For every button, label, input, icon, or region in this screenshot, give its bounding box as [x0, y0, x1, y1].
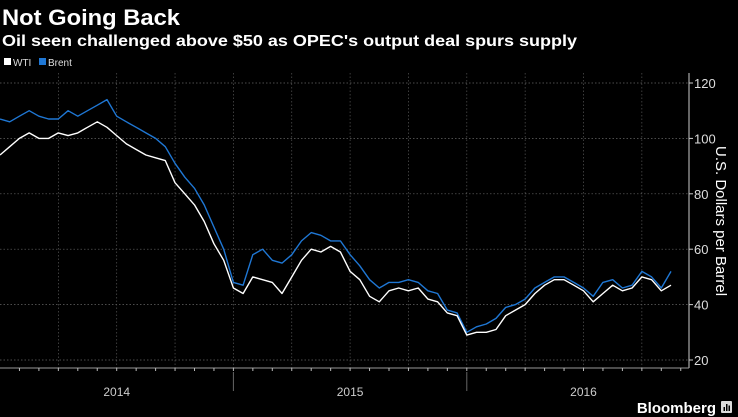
x-year-label: 2015: [337, 385, 364, 399]
series-lines: [0, 98, 672, 336]
axes: 20 40 60 80 100 120 2014 2015 2016: [0, 73, 716, 399]
chart-title: Not Going Back: [2, 5, 181, 30]
bloomberg-terminal-icon: [721, 401, 732, 413]
y-tick-label: 80: [694, 187, 708, 202]
x-year-label: 2014: [103, 385, 130, 399]
chart-subtitle: Oil seen challenged above $50 as OPEC's …: [2, 33, 577, 50]
y-tick-label: 40: [694, 298, 708, 313]
x-year-label: 2016: [570, 385, 597, 399]
y-tick-label: 20: [694, 353, 708, 368]
legend-label-wti: WTI: [13, 58, 31, 69]
y-tick-label: 60: [694, 242, 708, 257]
bloomberg-logo-text: Bloomberg: [637, 400, 716, 417]
y-tick-label: 120: [694, 76, 716, 91]
legend-swatch-wti: [4, 58, 11, 65]
series-line-wti: [0, 121, 672, 336]
grid: [0, 73, 689, 368]
series-line-brent: [0, 98, 672, 333]
legend: WTI Brent: [4, 58, 72, 69]
y-tick-label: 100: [694, 131, 716, 146]
legend-label-brent: Brent: [48, 58, 72, 69]
legend-swatch-brent: [39, 58, 46, 65]
y-axis-label: U.S. Dollars per Barrel: [712, 146, 729, 296]
